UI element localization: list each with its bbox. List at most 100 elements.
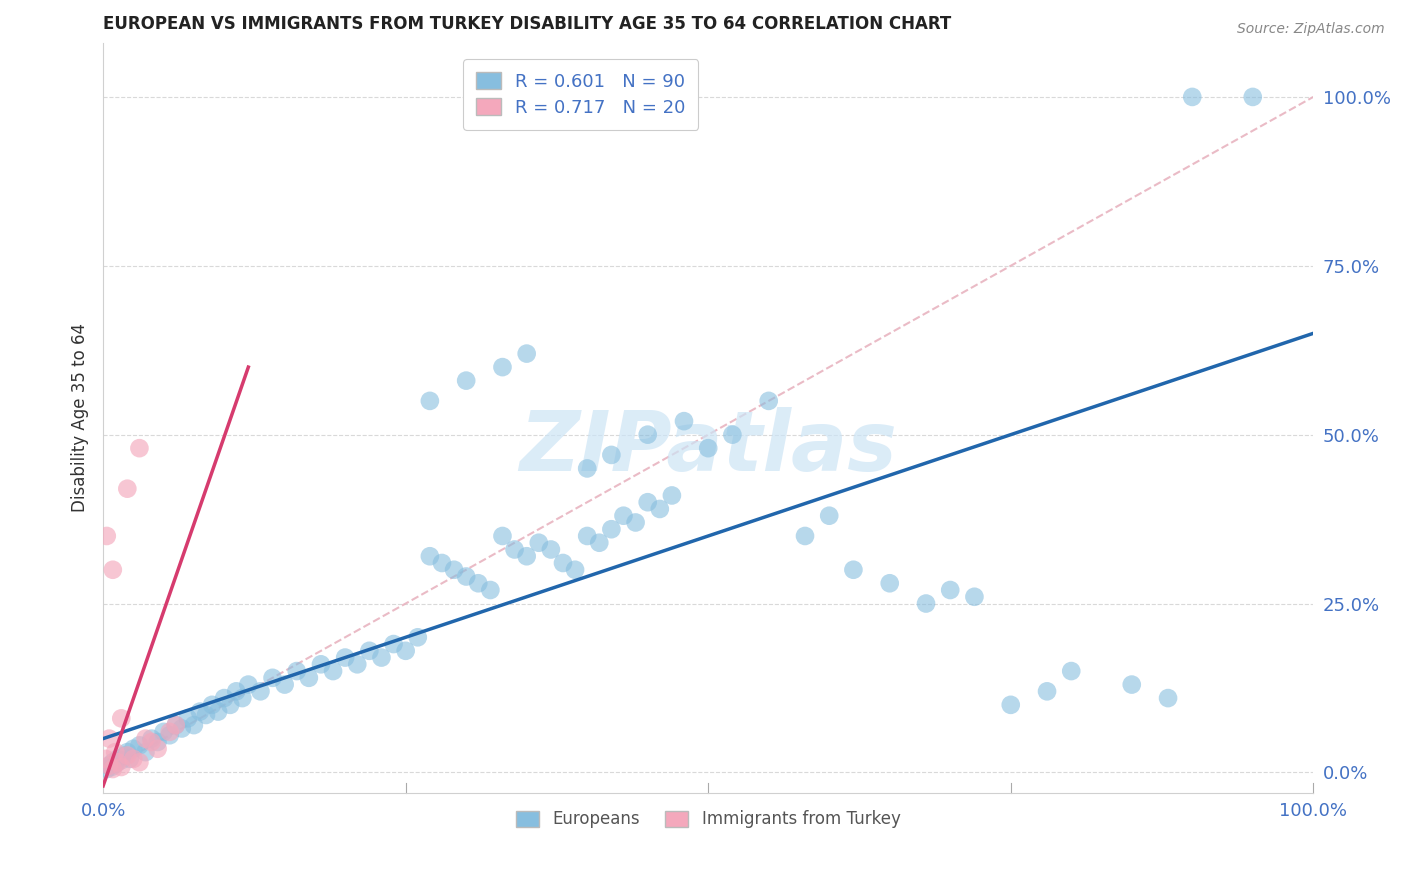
Point (114, 748, 136, 763)
Point (107, 756, 129, 770)
Point (661, 488, 683, 502)
Point (588, 535, 610, 549)
Point (939, 582, 962, 597)
Point (516, 549, 538, 564)
Point (170, 722, 193, 736)
Point (183, 718, 205, 732)
Point (177, 711, 200, 725)
Point (219, 698, 242, 712)
Point (540, 542, 562, 557)
Point (104, 745, 127, 759)
Point (963, 590, 986, 604)
Point (527, 535, 550, 549)
Point (146, 741, 169, 756)
Point (322, 664, 344, 678)
Point (122, 741, 145, 756)
Point (104, 757, 127, 772)
Point (456, 374, 478, 388)
Point (152, 724, 174, 739)
Point (648, 502, 671, 516)
Point (551, 556, 574, 570)
Point (273, 677, 295, 691)
Point (395, 644, 418, 658)
Point (231, 691, 253, 706)
Point (456, 569, 478, 583)
Point (1000, 698, 1022, 712)
Point (107, 752, 129, 766)
Point (576, 529, 599, 543)
Point (101, 563, 124, 577)
Point (207, 705, 229, 719)
Y-axis label: Disability Age 35 to 64: Disability Age 35 to 64 (72, 323, 89, 512)
Point (1241, 90, 1264, 104)
Point (419, 549, 441, 564)
Point (637, 495, 659, 509)
Point (165, 718, 187, 732)
Point (406, 630, 429, 644)
Point (110, 753, 132, 767)
Point (359, 644, 381, 658)
Text: ZIPatlas: ZIPatlas (519, 408, 897, 488)
Point (298, 671, 321, 685)
Point (118, 752, 141, 766)
Point (262, 671, 284, 685)
Point (117, 748, 139, 763)
Point (672, 414, 695, 428)
Point (697, 441, 720, 455)
Point (201, 698, 224, 712)
Point (212, 691, 235, 706)
Point (134, 745, 156, 759)
Point (794, 529, 817, 543)
Point (249, 684, 271, 698)
Point (564, 563, 586, 577)
Point (915, 597, 938, 611)
Point (96, 762, 118, 776)
Point (117, 745, 139, 759)
Point (159, 728, 181, 742)
Point (637, 427, 659, 442)
Point (309, 657, 332, 672)
Point (98, 731, 121, 746)
Point (879, 576, 901, 591)
Point (101, 762, 124, 776)
Point (370, 650, 392, 665)
Point (1121, 677, 1143, 691)
Point (430, 556, 453, 570)
Point (346, 657, 368, 672)
Point (491, 529, 513, 543)
Point (721, 427, 744, 442)
Point (94, 752, 117, 766)
Point (134, 731, 156, 746)
Point (141, 735, 163, 749)
Point (600, 522, 623, 536)
Point (624, 516, 647, 530)
Point (333, 650, 356, 665)
Point (165, 718, 187, 732)
Point (238, 677, 260, 691)
Point (98, 758, 121, 772)
Point (101, 756, 124, 770)
Point (100, 760, 122, 774)
Point (141, 731, 163, 746)
Point (188, 705, 211, 719)
Point (382, 637, 405, 651)
Point (479, 582, 502, 597)
Point (122, 752, 145, 766)
Point (443, 563, 465, 577)
Point (419, 393, 441, 408)
Text: EUROPEAN VS IMMIGRANTS FROM TURKEY DISABILITY AGE 35 TO 64 CORRELATION CHART: EUROPEAN VS IMMIGRANTS FROM TURKEY DISAB… (103, 15, 952, 33)
Point (600, 448, 623, 462)
Point (98, 758, 121, 772)
Point (758, 393, 780, 408)
Point (128, 441, 150, 455)
Legend: Europeans, Immigrants from Turkey: Europeans, Immigrants from Turkey (508, 802, 908, 837)
Point (128, 756, 150, 770)
Point (146, 735, 169, 749)
Point (1157, 691, 1180, 706)
Point (612, 508, 634, 523)
Point (1036, 684, 1059, 698)
Point (503, 542, 526, 557)
Point (110, 760, 132, 774)
Point (110, 711, 132, 725)
Point (117, 482, 139, 496)
